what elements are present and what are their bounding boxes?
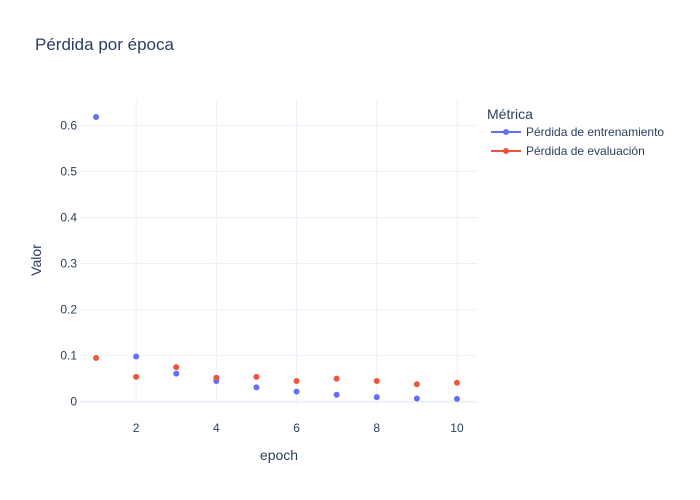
plot-points [93,114,460,402]
x-tick-label: 4 [213,421,220,435]
y-tick-label: 0.5 [60,164,77,178]
legend-label: Pérdida de entrenamiento [526,125,664,139]
data-point [453,379,460,386]
x-tick-label: 6 [293,421,300,435]
grid [80,100,477,404]
data-point [453,395,460,402]
legend-items: Pérdida de entrenamiento Pérdida de evalu… [491,125,664,158]
data-point [413,395,420,402]
data-point [213,374,220,381]
data-point [373,377,380,384]
y-tick-label: 0.1 [60,349,77,363]
data-point [333,375,340,382]
data-point [93,354,100,361]
series-2 [93,354,460,388]
data-point [93,114,100,121]
data-point [133,373,140,380]
data-point [333,391,340,398]
legend-marker-icon [503,148,509,154]
x-tick-label: 8 [373,421,380,435]
y-tick-label: 0.2 [60,303,77,317]
y-tick-label: 0.4 [60,210,77,224]
data-point [253,373,260,380]
data-point [173,364,180,371]
legend-item[interactable]: Pérdida de entrenamiento [491,125,664,139]
chart-title: Pérdida por época [35,35,174,54]
data-point [293,377,300,384]
series-1 [93,114,460,402]
data-point [293,388,300,395]
y-tick-label: 0.6 [60,118,77,132]
data-point [373,394,380,401]
y-tick-label: 0.3 [60,257,77,271]
data-point [133,353,140,360]
legend-label: Pérdida de evaluación [526,144,645,158]
x-tick-label: 10 [450,421,464,435]
legend: Métrica Pérdida de entrenamientoPérdida … [487,106,664,158]
y-axis-title: Valor [28,244,44,276]
data-point [173,370,180,377]
x-axis-ticks: 2 4 6 8 10 [133,421,464,435]
legend-item[interactable]: Pérdida de evaluación [491,144,645,158]
legend-marker-icon [503,129,509,135]
data-point [413,381,420,388]
y-axis-ticks: 0 0.1 0.2 0.3 0.4 0.5 0.6 [60,118,77,408]
y-tick-label: 0 [70,395,77,409]
x-tick-label: 2 [133,421,140,435]
x-axis-title: epoch [260,447,298,463]
legend-title: Métrica [487,106,533,122]
data-point [253,384,260,391]
